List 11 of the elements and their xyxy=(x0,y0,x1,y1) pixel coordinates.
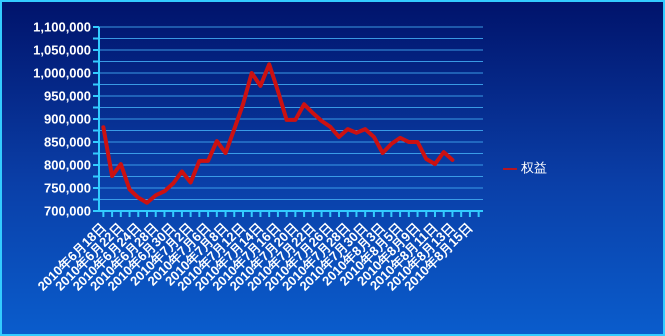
y-tick-label: 1,000,000 xyxy=(33,66,91,81)
y-tick-label: 850,000 xyxy=(44,134,91,150)
line-series xyxy=(101,62,454,205)
y-tick-label: 800,000 xyxy=(44,158,91,173)
y-tick-label: 1,100,000 xyxy=(33,20,91,35)
legend-label: 权益 xyxy=(521,160,547,175)
y-tick-label: 1,050,000 xyxy=(33,42,91,58)
y-tick-label: 750,000 xyxy=(44,180,91,196)
y-tick-label: 950,000 xyxy=(44,88,91,104)
y-tick-label: 700,000 xyxy=(44,204,91,219)
y-tick-label: 900,000 xyxy=(44,112,91,127)
